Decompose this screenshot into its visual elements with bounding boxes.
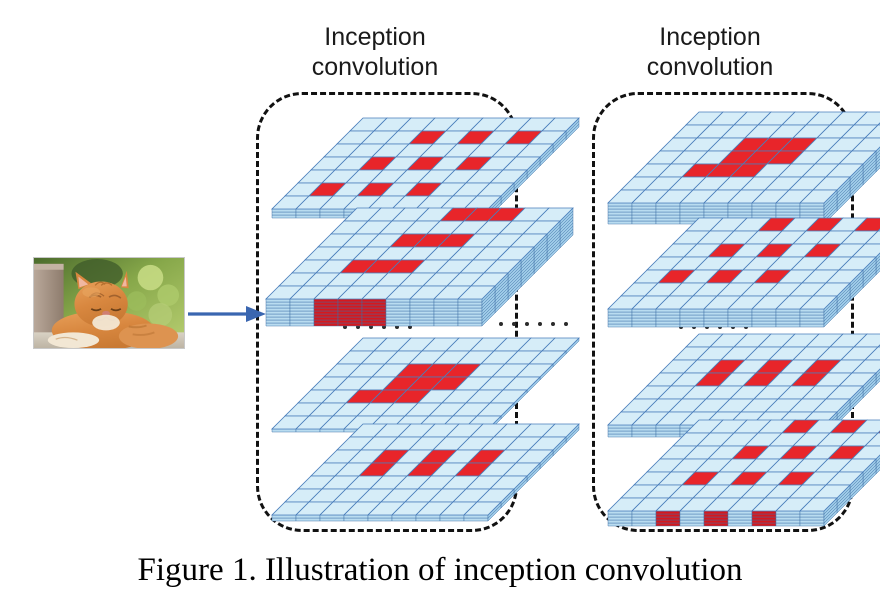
feature-map-right-layer-4: [606, 419, 880, 550]
feature-map-left-layer-4: [270, 423, 593, 545]
feature-map-left-layer-2: [264, 207, 587, 350]
figure-caption: Figure 1. Illustration of inception conv…: [137, 552, 743, 588]
cat-photo-illustration: [34, 258, 184, 348]
group-title-left: Inception convolution: [311, 23, 439, 81]
group-title-right: Inception convolution: [646, 23, 774, 81]
feature-map-right-layer-3: [606, 333, 880, 461]
input-image-cat: [33, 257, 185, 349]
inception-block-right: [592, 92, 854, 532]
feature-map-left-layer-1: [270, 117, 593, 242]
feature-map-right-layer-1: [606, 111, 880, 248]
ellipsis-middle: [499, 322, 568, 326]
ellipsis-left: [343, 325, 412, 329]
flow-arrow-icon: [188, 303, 266, 325]
feature-map-right-layer-2: [606, 217, 880, 351]
feature-map-left-layer-3: [270, 337, 593, 456]
